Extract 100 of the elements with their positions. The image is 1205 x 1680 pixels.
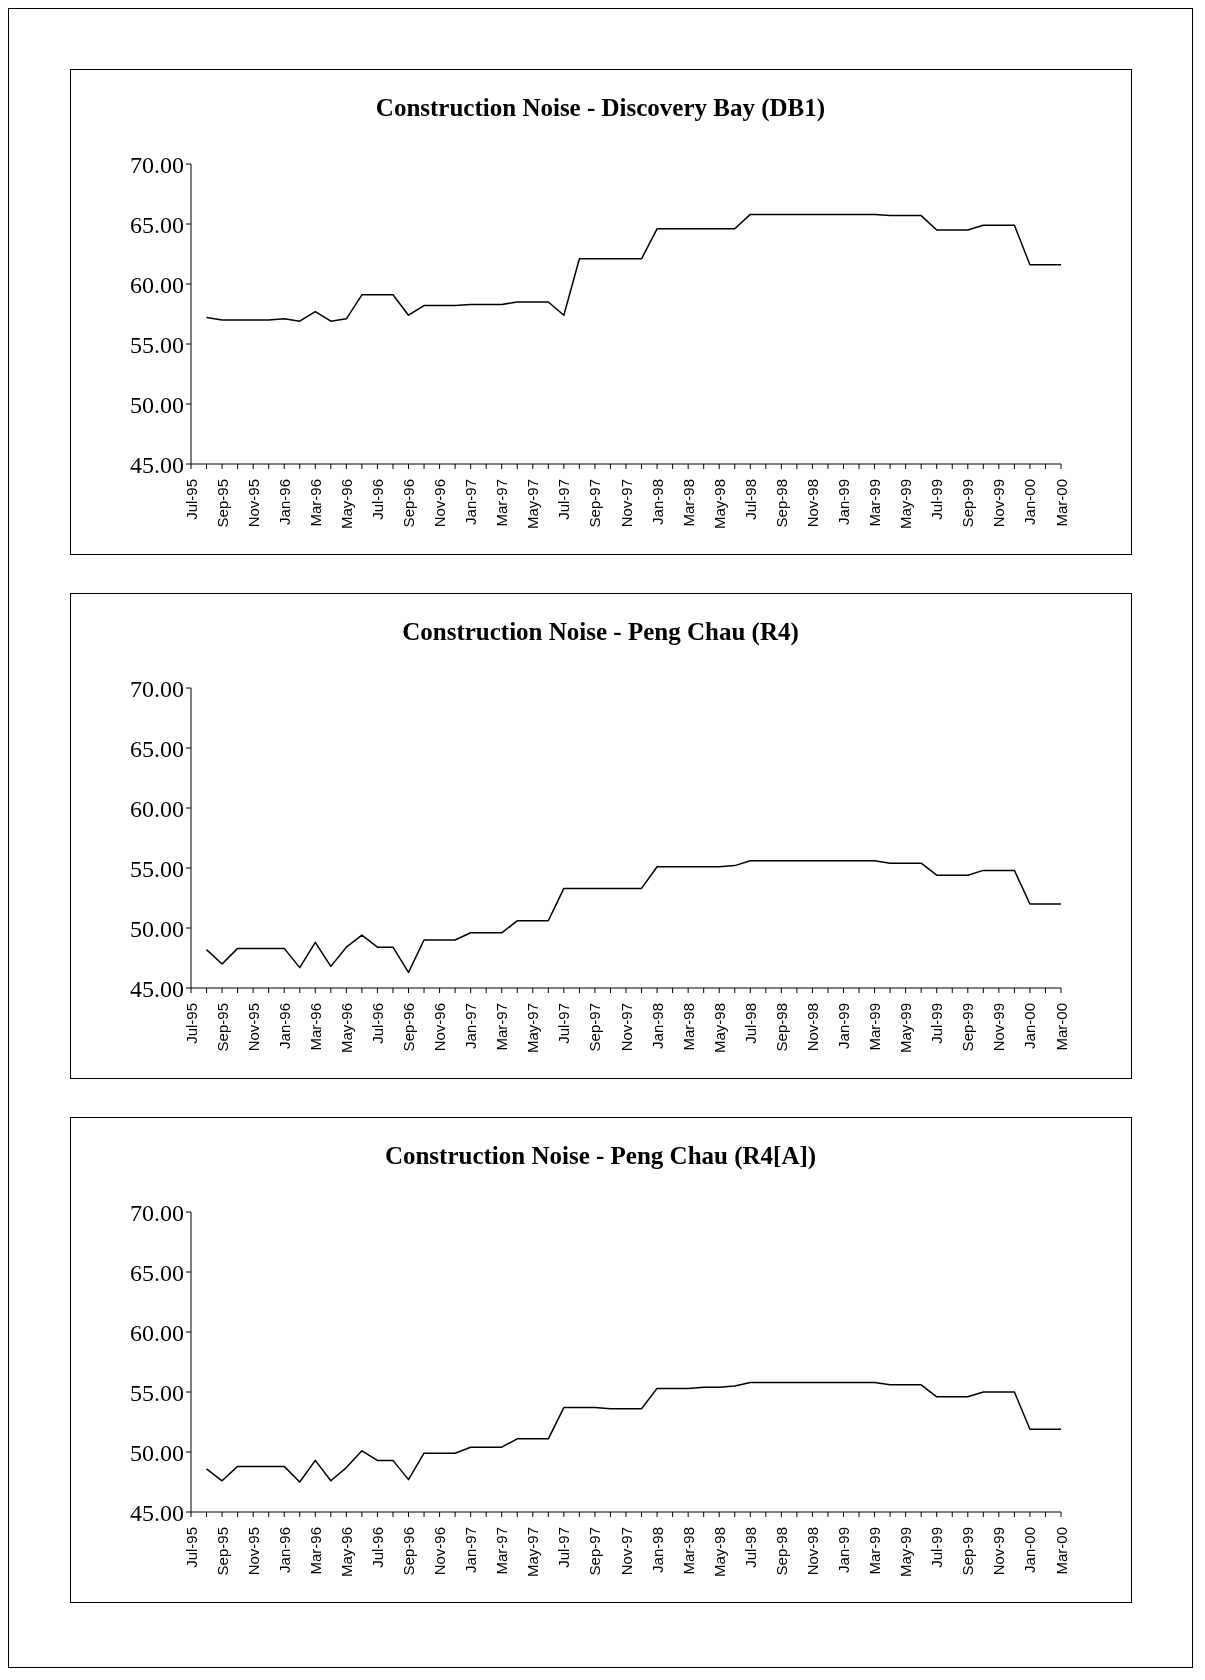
x-tick-label: Sep-96 (399, 1527, 417, 1576)
x-tick-label: Mar-00 (1052, 479, 1069, 527)
line-series (205, 1381, 1061, 1483)
x-tick-label: Sep-98 (772, 1527, 790, 1576)
x-tick-label: Jan-97 (461, 1527, 479, 1573)
y-tick-label: 50.00 (129, 1439, 184, 1466)
x-tick-label: Sep-95 (213, 1527, 231, 1576)
x-tick-label: Nov-97 (617, 1527, 634, 1576)
x-tick-label: Jan-99 (834, 1527, 852, 1573)
x-tick-label: May-99 (896, 1003, 914, 1054)
y-tick-label: 70.00 (129, 675, 184, 702)
x-tick-label: May-96 (337, 1527, 355, 1578)
y-tick-label: 60.00 (129, 795, 184, 822)
x-tick-label: Mar-98 (679, 1527, 697, 1575)
x-tick-label: May-97 (523, 479, 541, 530)
x-tick-label: Mar-98 (679, 1003, 697, 1051)
x-tick-label: Nov-98 (803, 1003, 821, 1052)
y-tick-label: 55.00 (129, 855, 184, 882)
y-tick-label: 60.00 (129, 1319, 184, 1346)
line-series (205, 213, 1061, 322)
x-tick-label: Jul-98 (741, 1527, 759, 1568)
x-tick-label: Jan-96 (275, 1003, 293, 1049)
x-tick-label: Nov-95 (244, 1003, 262, 1052)
x-tick-label: May-98 (710, 1003, 728, 1054)
x-tick-label: Jul-98 (741, 479, 759, 520)
x-tick-label: Nov-95 (244, 479, 262, 528)
x-tick-label: Nov-99 (989, 1527, 1007, 1576)
x-tick-label: May-97 (523, 1003, 541, 1054)
x-tick-label: Sep-99 (958, 479, 976, 528)
x-tick-label: Jul-95 (182, 1527, 199, 1568)
x-tick-label: Nov-96 (430, 479, 448, 528)
x-tick-label: Jan-97 (461, 479, 479, 525)
x-tick-label: Jul-98 (741, 1003, 759, 1044)
x-tick-label: Mar-96 (306, 479, 324, 527)
x-tick-label: Sep-98 (772, 479, 790, 528)
x-tick-label: Nov-99 (989, 1003, 1007, 1052)
x-tick-label: May-99 (896, 479, 914, 530)
y-tick-label: 45.00 (129, 975, 184, 1002)
x-tick-label: Jan-98 (648, 1527, 666, 1573)
x-tick-label: Jan-98 (648, 1003, 666, 1049)
x-tick-label: Jan-97 (461, 1003, 479, 1049)
x-tick-label: Jul-97 (554, 479, 572, 520)
x-tick-label: Jan-00 (1020, 479, 1038, 525)
x-tick-label: Nov-96 (430, 1003, 448, 1052)
x-tick-label: Mar-99 (865, 479, 883, 527)
x-tick-label: Mar-97 (492, 1003, 510, 1051)
x-tick-label: May-96 (337, 479, 355, 530)
x-tick-label: Jul-95 (182, 479, 199, 520)
x-tick-label: May-98 (710, 1527, 728, 1578)
x-tick-label: Mar-98 (679, 479, 697, 527)
x-tick-label: Jul-95 (182, 1003, 199, 1044)
x-tick-label: Jul-99 (927, 479, 945, 520)
x-tick-label: Jul-97 (554, 1003, 572, 1044)
line-series (205, 860, 1061, 974)
x-tick-label: Sep-97 (585, 1003, 603, 1052)
x-tick-label: Jul-96 (368, 1527, 386, 1568)
x-tick-label: Mar-99 (865, 1003, 883, 1051)
x-tick-label: Sep-96 (399, 1003, 417, 1052)
x-tick-label: Mar-00 (1052, 1527, 1069, 1575)
x-tick-label: May-99 (896, 1527, 914, 1578)
x-tick-label: Mar-99 (865, 1527, 883, 1575)
x-tick-label: Nov-96 (430, 1527, 448, 1576)
y-tick-label: 65.00 (129, 1259, 184, 1286)
x-tick-label: Sep-98 (772, 1003, 790, 1052)
y-tick-label: 60.00 (129, 271, 184, 298)
x-tick-label: Jul-99 (927, 1527, 945, 1568)
x-tick-label: May-97 (523, 1527, 541, 1578)
x-tick-label: May-96 (337, 1003, 355, 1054)
y-tick-label: 70.00 (129, 1199, 184, 1226)
y-tick-label: 45.00 (129, 451, 184, 478)
y-tick-label: 65.00 (129, 735, 184, 762)
x-tick-label: Sep-96 (399, 479, 417, 528)
x-tick-label: May-98 (710, 479, 728, 530)
x-tick-label: Jul-97 (554, 1527, 572, 1568)
x-tick-label: Sep-95 (213, 1003, 231, 1052)
x-tick-label: Nov-97 (617, 479, 634, 528)
x-tick-label: Jul-96 (368, 479, 386, 520)
x-tick-label: Jan-98 (648, 479, 666, 525)
y-tick-label: 55.00 (129, 1379, 184, 1406)
y-tick-label: 50.00 (129, 391, 184, 418)
x-tick-label: Jan-96 (275, 1527, 293, 1573)
x-tick-label: Nov-97 (617, 1003, 634, 1052)
chart-title: Construction Noise - Discovery Bay (DB1) (374, 93, 827, 124)
x-tick-label: Nov-99 (989, 479, 1007, 528)
x-tick-label: Jan-00 (1020, 1003, 1038, 1049)
x-tick-label: Mar-97 (492, 479, 510, 527)
x-tick-label: Sep-97 (585, 1527, 603, 1576)
chart-title: Construction Noise - Peng Chau (R4) (401, 617, 800, 648)
x-tick-label: Jan-96 (275, 479, 293, 525)
x-tick-label: Jan-00 (1020, 1527, 1038, 1573)
chart-title: Construction Noise - Peng Chau (R4[A]) (383, 1141, 818, 1172)
y-tick-label: 45.00 (129, 1499, 184, 1526)
x-tick-label: Mar-96 (306, 1527, 324, 1575)
x-tick-label: Jan-99 (834, 479, 852, 525)
x-tick-label: Mar-96 (306, 1003, 324, 1051)
y-tick-label: 50.00 (129, 915, 184, 942)
x-tick-label: Jul-96 (368, 1003, 386, 1044)
x-tick-label: Sep-95 (213, 479, 231, 528)
x-tick-label: Nov-98 (803, 479, 821, 528)
y-tick-label: 70.00 (129, 151, 184, 178)
